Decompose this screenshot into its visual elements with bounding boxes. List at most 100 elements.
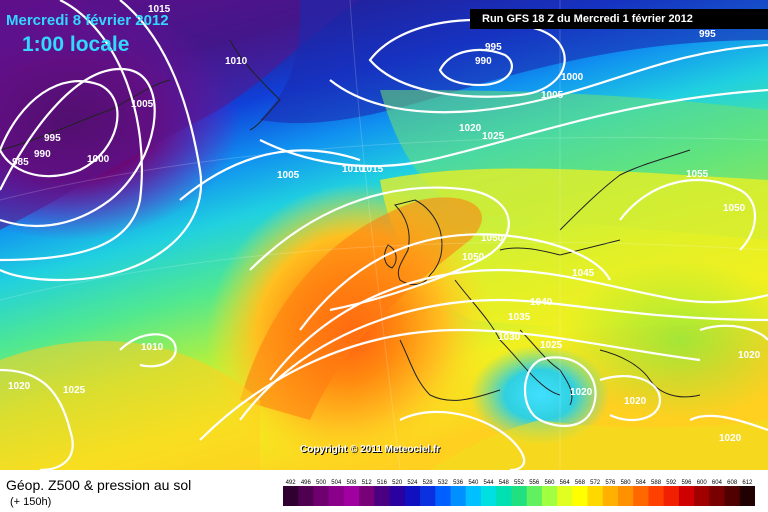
scale-label: 588 xyxy=(651,480,662,486)
isobar-label: 1020 xyxy=(459,123,482,134)
scale-label: 532 xyxy=(438,480,449,486)
scale-label: 552 xyxy=(514,480,525,486)
isobar-label: 1000 xyxy=(561,72,584,83)
isobar-label: 1050 xyxy=(462,252,485,263)
valid-time: 1:00 locale xyxy=(22,33,130,56)
scale-swatch xyxy=(557,486,573,506)
isobar-label: 1015 xyxy=(148,4,171,15)
scale-label: 584 xyxy=(636,480,647,486)
isobar-label: 1010 xyxy=(141,342,164,353)
scale-label: 564 xyxy=(560,480,571,486)
isobar-label: 1020 xyxy=(738,350,761,361)
isobar-label: 1020 xyxy=(719,433,742,444)
scale-swatch xyxy=(587,486,604,506)
forecast-hour: (+ 150h) xyxy=(10,496,52,508)
isobar-label: 1040 xyxy=(530,297,553,308)
isobar-label: 1005 xyxy=(541,90,564,101)
scale-swatch xyxy=(480,486,497,506)
scale-swatch xyxy=(739,486,755,506)
scale-label: 612 xyxy=(742,480,753,486)
scale-swatch xyxy=(496,486,512,506)
scale-swatch xyxy=(663,486,680,506)
isobar-label: 1055 xyxy=(686,169,709,180)
scale-swatch xyxy=(450,486,467,506)
scale-swatch xyxy=(511,486,528,506)
isobar-label: 1025 xyxy=(63,385,86,396)
scale-swatch xyxy=(602,486,619,506)
scale-swatch xyxy=(633,486,649,506)
scale-label: 520 xyxy=(392,480,403,486)
isobar-label: 1050 xyxy=(481,233,504,244)
isobar-label: 1025 xyxy=(482,131,505,142)
scale-label: 524 xyxy=(407,480,418,486)
scale-swatch xyxy=(313,486,330,506)
isobar-label: 990 xyxy=(34,149,51,160)
scale-swatch xyxy=(709,486,726,506)
isobar-label: 1045 xyxy=(572,268,595,279)
scale-label: 516 xyxy=(377,480,388,486)
scale-label: 604 xyxy=(712,480,723,486)
scale-swatch xyxy=(465,486,482,506)
scale-swatch xyxy=(724,486,741,506)
ridge-axis xyxy=(240,197,482,420)
isobar-label: 995 xyxy=(699,29,716,40)
isobar-label: 1050 xyxy=(723,203,746,214)
isobar-label: 1015 xyxy=(361,164,384,175)
yellow-southwest xyxy=(0,340,260,470)
scale-label: 504 xyxy=(331,480,342,486)
isobar-label: 1020 xyxy=(624,396,647,407)
scale-label: 608 xyxy=(727,480,738,486)
isobar-label: 1035 xyxy=(508,312,531,323)
isobar-label: 985 xyxy=(12,157,29,168)
scale-swatch xyxy=(541,486,558,506)
scale-swatch xyxy=(648,486,665,506)
valid-date: Mercredi 8 février 2012 xyxy=(6,12,169,29)
isobar-label: 1000 xyxy=(87,154,110,165)
scale-label: 548 xyxy=(499,480,510,486)
scale-swatch xyxy=(435,486,451,506)
scale-label: 596 xyxy=(681,480,692,486)
weather-map: 1015 1010 1005 995 990 985 1000 995 990 1000 1005 9… xyxy=(0,0,768,470)
scale-swatch xyxy=(420,486,436,506)
color-scale: 492 496 500 504 508 512 516 520 524 528 532 536 540 5… xyxy=(283,480,755,506)
green-east xyxy=(560,260,768,420)
scale-swatch xyxy=(404,486,421,506)
scale-label: 568 xyxy=(575,480,586,486)
isobar-labels: 1015 1010 1005 995 990 985 1000 995 990 1000 1005 9… xyxy=(8,4,761,444)
scale-label: 592 xyxy=(666,480,677,486)
scale-label: 528 xyxy=(423,480,434,486)
yellow-south xyxy=(430,420,768,470)
product-title: Géop. Z500 & pression au sol xyxy=(6,477,192,493)
scale-label: 492 xyxy=(286,480,297,486)
isobar-label: 1020 xyxy=(8,381,31,392)
graticule xyxy=(0,0,768,470)
scale-label: 576 xyxy=(605,480,616,486)
isobar-label: 1005 xyxy=(131,99,154,110)
run-info: Run GFS 18 Z du Mercredi 1 février 2012 xyxy=(470,9,768,29)
isobar-label: 990 xyxy=(475,56,492,67)
scale-label: 508 xyxy=(347,480,358,486)
scale-label: 580 xyxy=(621,480,632,486)
scale-swatch xyxy=(694,486,710,506)
scale-swatch xyxy=(572,486,589,506)
isobar-label: 1030 xyxy=(498,332,521,343)
scale-label: 544 xyxy=(484,480,495,486)
scale-swatch xyxy=(328,486,345,506)
scale-swatch xyxy=(617,486,634,506)
isobar-label: 995 xyxy=(44,133,61,144)
scale-label: 500 xyxy=(316,480,327,486)
scale-label: 536 xyxy=(453,480,464,486)
scale-swatch xyxy=(389,486,406,506)
scale-label: 540 xyxy=(468,480,479,486)
isobar-label: 1025 xyxy=(540,340,563,351)
scale-label: 600 xyxy=(697,480,708,486)
scale-label: 512 xyxy=(362,480,373,486)
scale-label: 572 xyxy=(590,480,601,486)
scale-swatch xyxy=(374,486,391,506)
scale-swatch xyxy=(678,486,695,506)
scale-swatch xyxy=(283,486,299,506)
scale-label: 496 xyxy=(301,480,312,486)
isobar-label: 995 xyxy=(485,42,502,53)
scale-swatch xyxy=(298,486,314,506)
isobar-label: 1010 xyxy=(225,56,248,67)
